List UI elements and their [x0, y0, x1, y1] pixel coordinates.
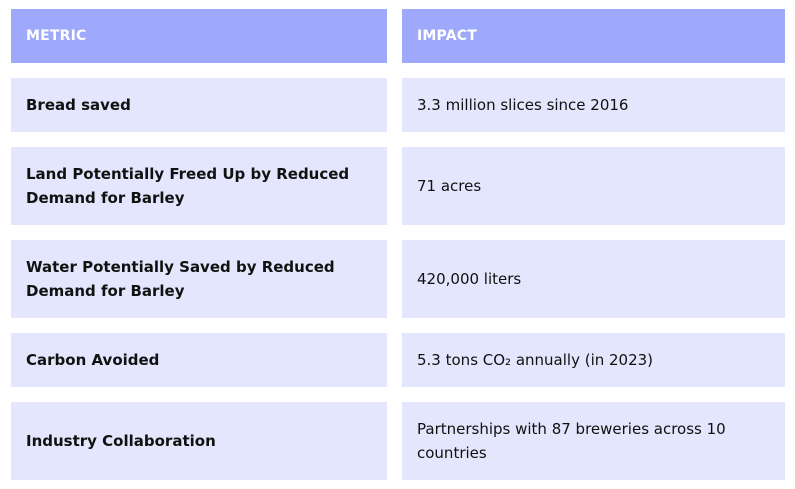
metric-cell: Land Potentially Freed Up by Reduced Dem… — [11, 147, 387, 225]
header-impact: IMPACT — [402, 9, 785, 63]
table-row: Industry Collaboration Partnerships with… — [11, 402, 785, 480]
impact-cell: Partnerships with 87 breweries across 10… — [402, 402, 785, 480]
impact-cell: 71 acres — [402, 147, 785, 225]
impact-cell: 5.3 tons CO₂ annually (in 2023) — [402, 333, 785, 387]
table-row: Land Potentially Freed Up by Reduced Dem… — [11, 147, 785, 225]
metric-cell: Carbon Avoided — [11, 333, 387, 387]
table-row: Bread saved 3.3 million slices since 201… — [11, 78, 785, 132]
metric-cell: Bread saved — [11, 78, 387, 132]
table-row: Carbon Avoided 5.3 tons CO₂ annually (in… — [11, 333, 785, 387]
impact-cell: 420,000 liters — [402, 240, 785, 318]
metric-cell: Water Potentially Saved by Reduced Deman… — [11, 240, 387, 318]
impact-table: METRIC IMPACT Bread saved 3.3 million sl… — [11, 9, 785, 480]
header-metric: METRIC — [11, 9, 387, 63]
table-header-row: METRIC IMPACT — [11, 9, 785, 63]
metric-cell: Industry Collaboration — [11, 402, 387, 480]
table-row: Water Potentially Saved by Reduced Deman… — [11, 240, 785, 318]
impact-cell: 3.3 million slices since 2016 — [402, 78, 785, 132]
